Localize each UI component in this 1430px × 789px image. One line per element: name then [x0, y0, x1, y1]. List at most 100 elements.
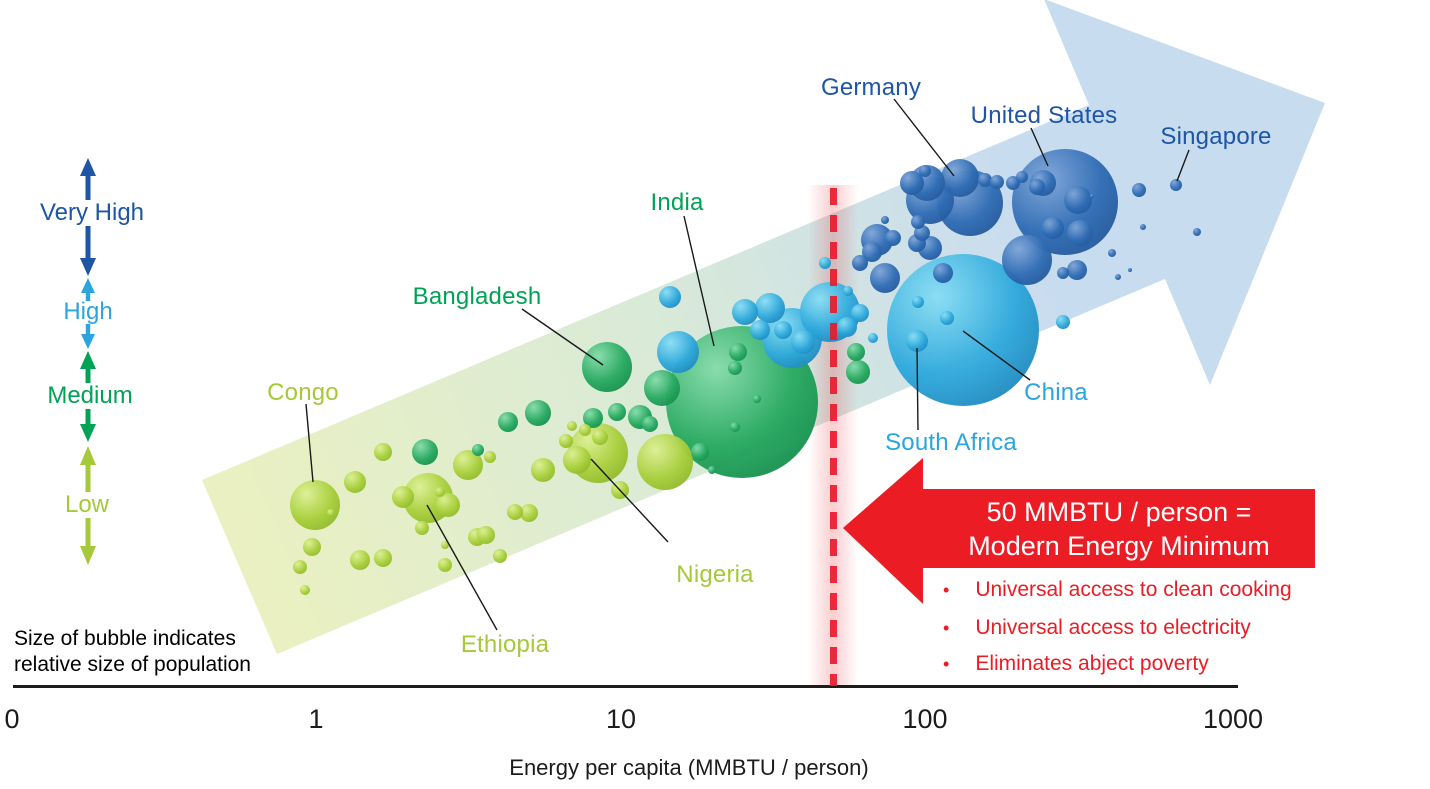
- bubble: [940, 311, 954, 325]
- bubble: [755, 293, 785, 323]
- bubble: [846, 360, 870, 384]
- banner-bullet-2-text: Universal access to electricity: [975, 616, 1251, 639]
- bubble: [708, 466, 716, 474]
- x-tick-10: 10: [605, 704, 637, 734]
- leader-line-united-states: [1030, 127, 1049, 167]
- legend-label-very-high: Very High: [39, 199, 145, 226]
- bubble: [837, 317, 857, 337]
- threshold-dashed-line: [830, 188, 837, 686]
- leader-line-south-africa: [916, 347, 919, 431]
- banner-bullet-3-text: Eliminates abject poverty: [975, 652, 1209, 675]
- bubble: [1128, 268, 1132, 272]
- bubble: [728, 361, 742, 375]
- x-tick-1000: 1000: [1202, 704, 1264, 734]
- bubble: [750, 320, 770, 340]
- bubble: [327, 509, 335, 517]
- bubble: [1057, 267, 1069, 279]
- bubble-south-africa: [906, 330, 928, 352]
- bubble: [563, 446, 591, 474]
- legend-label-high: High: [63, 298, 113, 325]
- bubble: [919, 165, 931, 177]
- bubble: [644, 370, 680, 406]
- bubble: [978, 173, 992, 187]
- bubble: [498, 412, 518, 432]
- bubble: [1067, 220, 1093, 246]
- bubble: [1029, 179, 1045, 195]
- x-tick-1: 1: [308, 704, 324, 734]
- x-tick-100: 100: [902, 704, 948, 734]
- bubble: [438, 558, 452, 572]
- bubble: [583, 408, 603, 428]
- bubble-bangladesh: [582, 342, 632, 392]
- bubble-size-note: Size of bubble indicates relative size o…: [14, 626, 251, 678]
- threshold-left-arrow-shape: [843, 458, 1315, 604]
- leader-line-singapore: [1176, 149, 1190, 182]
- bubble: [477, 526, 495, 544]
- bubble: [567, 421, 577, 431]
- leader-line-india: [683, 215, 715, 347]
- legend-label-medium: Medium: [47, 382, 133, 409]
- medium-down-arrow-icon: [80, 409, 96, 442]
- bubble: [753, 395, 761, 403]
- bubble: [659, 286, 681, 308]
- high-down-arrow-icon: [81, 324, 95, 349]
- leader-line-china: [962, 330, 1031, 381]
- bubble: [642, 416, 658, 432]
- bubble: [862, 242, 882, 262]
- bubble: [1193, 228, 1201, 236]
- bubble: [1064, 186, 1092, 214]
- bubble: [350, 550, 370, 570]
- veryhigh-down-arrow-icon: [80, 226, 96, 276]
- leader-line-nigeria: [590, 458, 669, 543]
- bubble: [374, 549, 392, 567]
- leader-line-germany: [893, 98, 955, 177]
- bubble: [520, 504, 538, 522]
- bubble: [1042, 217, 1064, 239]
- bubble: [657, 331, 699, 373]
- bubble: [843, 286, 853, 296]
- bubble: [525, 400, 551, 426]
- banner-bullet-3: • Eliminates abject poverty: [943, 652, 1209, 676]
- low-up-arrow-icon: [80, 446, 96, 492]
- leader-line-ethiopia: [426, 504, 498, 631]
- high-up-arrow-icon: [81, 278, 95, 301]
- banner-bullet-2: • Universal access to electricity: [943, 616, 1251, 640]
- bubble: [344, 471, 366, 493]
- bubble-size-note-line1: Size of bubble indicates: [14, 627, 236, 650]
- bubble: [1108, 249, 1116, 257]
- bubble: [435, 487, 445, 497]
- bubble: [691, 443, 709, 461]
- bubble: [472, 444, 484, 456]
- bubble: [441, 541, 449, 549]
- bubble: [851, 304, 869, 322]
- bubble: [374, 443, 392, 461]
- bubble: [293, 560, 307, 574]
- bubble: [1056, 315, 1070, 329]
- x-axis-line: [13, 685, 1238, 688]
- bullet-dot-icon: •: [943, 580, 950, 600]
- bullet-dot-icon: •: [943, 618, 950, 638]
- bubble: [912, 296, 924, 308]
- threshold-banner-text: 50 MMBTU / person = Modern Energy Minimu…: [923, 489, 1315, 568]
- bubble: [392, 486, 414, 508]
- bubble: [608, 403, 626, 421]
- bubble: [729, 343, 747, 361]
- bubble: [791, 330, 815, 354]
- bubble: [885, 230, 901, 246]
- energy-tier-legend: [80, 158, 96, 565]
- bubble: [412, 439, 438, 465]
- bubble: [1090, 194, 1094, 198]
- bubble-germany: [941, 159, 979, 197]
- bubble: [852, 255, 868, 271]
- bubble: [436, 493, 460, 517]
- bubble: [1140, 224, 1146, 230]
- bubble: [303, 538, 321, 556]
- banner-bullet-1: • Universal access to clean cooking: [943, 578, 1292, 602]
- banner-bullet-1-text: Universal access to clean cooking: [975, 578, 1292, 601]
- bullet-dot-icon: •: [943, 654, 950, 674]
- bubble: [507, 504, 523, 520]
- bubble: [579, 424, 591, 436]
- x-axis-title: Energy per capita (MMBTU / person): [509, 755, 869, 780]
- leader-line-congo: [305, 403, 314, 483]
